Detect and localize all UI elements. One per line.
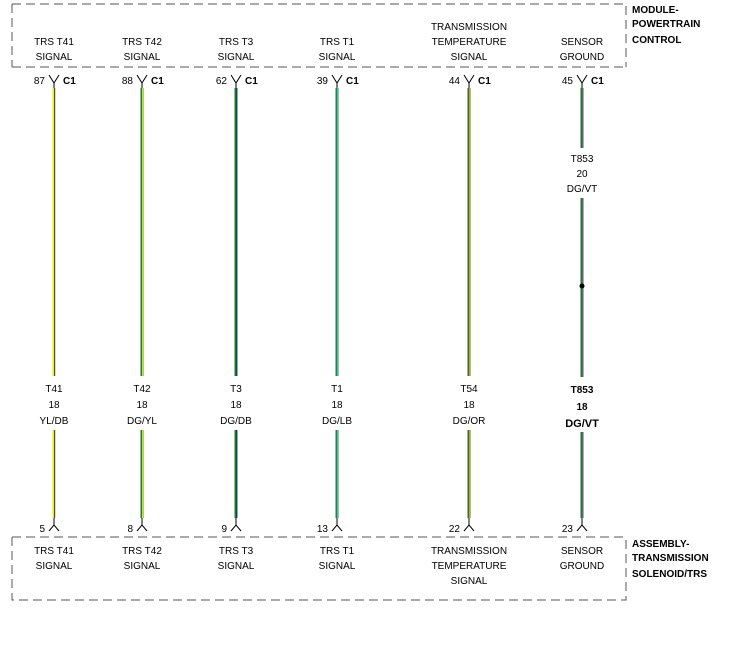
circuit-2-wire-circuit: T42	[133, 384, 151, 395]
circuit-6-top-pin: 45	[562, 76, 574, 87]
circuit-2-top-label-2: SIGNAL	[124, 52, 161, 63]
circuit-4-bottom-label-1: TRS T1	[320, 546, 355, 557]
circuit-6-upper-wire-color: DG/VT	[567, 184, 598, 195]
circuit-6-top-label-2: GROUND	[560, 52, 604, 63]
circuit-6-wire-circuit: T853	[571, 385, 594, 396]
circuit-5-top-label-2: TEMPERATURE	[432, 37, 507, 48]
circuit-3-top-label-2: SIGNAL	[218, 52, 255, 63]
circuit-1-top-label-1: TRS T41	[34, 37, 74, 48]
circuit-2-bottom-label-2: SIGNAL	[124, 561, 161, 572]
circuit-1-bottom-label-2: SIGNAL	[36, 561, 73, 572]
circuit-1-top-connector-icon	[48, 74, 60, 88]
circuit-3-top-label-1: TRS T3	[219, 37, 254, 48]
circuit-4-wire-circuit: T1	[331, 384, 343, 395]
bottom-module-border	[11, 536, 627, 601]
circuit-4-bottom-label-2: SIGNAL	[319, 561, 356, 572]
circuit-5-wire-color: DG/OR	[453, 416, 486, 427]
circuit-2-top-label-1: TRS T42	[122, 37, 162, 48]
circuit-1-top-label-2: SIGNAL	[36, 52, 73, 63]
circuit-6-bottom-pin: 23	[562, 524, 574, 535]
circuit-4-top-label-1: TRS T1	[320, 37, 355, 48]
bottom-module-title-line-2: TRANSMISSION	[632, 553, 709, 564]
circuit-6-top-connector-id: C1	[591, 76, 604, 87]
circuit-5-top-label-1: TRANSMISSION	[431, 22, 507, 33]
circuit-4-bottom-connector-icon	[331, 518, 343, 532]
circuit-4-wire-color: DG/LB	[322, 416, 352, 427]
circuit-1-bottom-pin: 5	[39, 524, 45, 535]
circuit-2-wire-gauge: 18	[136, 400, 148, 411]
circuit-3-top-connector-icon	[230, 74, 242, 88]
circuit-4-top-connector-icon	[331, 74, 343, 88]
circuit-1-top-pin: 87	[34, 76, 46, 87]
circuit-4-wire-gauge: 18	[331, 400, 343, 411]
circuit-1-bottom-connector-icon	[48, 518, 60, 532]
circuit-1-bottom-label-1: TRS T41	[34, 546, 74, 557]
circuit-2-wire-color: DG/YL	[127, 416, 157, 427]
circuit-5-wire-gauge: 18	[463, 400, 475, 411]
circuit-5-top-connector-id: C1	[478, 76, 491, 87]
circuit-4-top-pin: 39	[317, 76, 329, 87]
circuit-3-bottom-connector-icon	[230, 518, 242, 532]
circuit-2-top-connector-id: C1	[151, 76, 164, 87]
circuit-2-bottom-label-1: TRS T42	[122, 546, 162, 557]
circuit-6-bottom-label-1: SENSOR	[561, 546, 603, 557]
circuit-5-bottom-connector-icon	[463, 518, 475, 532]
circuit-5-top-label-3: SIGNAL	[451, 52, 488, 63]
circuit-5-top-connector-icon	[463, 74, 475, 88]
circuit-3-wire-color: DG/DB	[220, 416, 252, 427]
circuit-3-wire-gauge: 18	[230, 400, 242, 411]
circuit-3-bottom-label-2: SIGNAL	[218, 561, 255, 572]
circuits: TRS T41 SIGNAL 87 C1 5 TRS T41 SIGNAL T41 18 YL/D…	[34, 22, 604, 587]
top-module: MODULE- POWERTRAIN CONTROL	[11, 3, 700, 68]
bottom-module-title-line-1: ASSEMBLY-	[632, 539, 689, 550]
circuit-1-wire-circuit: T41	[45, 384, 63, 395]
circuit-2-bottom-connector-icon	[136, 518, 148, 532]
circuit-2-top-pin: 88	[122, 76, 134, 87]
top-module-title-line-2: POWERTRAIN	[632, 19, 700, 30]
circuit-6-upper-wire-gauge: 20	[576, 169, 588, 180]
bottom-module-title-line-3: SOLENOID/TRS	[632, 569, 707, 580]
circuit-1-top-connector-id: C1	[63, 76, 76, 87]
circuit-1-wire-gauge: 18	[48, 400, 60, 411]
circuit-6-wire-gauge: 18	[576, 402, 588, 413]
circuit-6-upper-wire-circuit: T853	[571, 154, 594, 165]
circuit-6-top-label-1: SENSOR	[561, 37, 603, 48]
circuit-4-top-connector-id: C1	[346, 76, 359, 87]
circuit-3-wire-circuit: T3	[230, 384, 242, 395]
circuit-4-top-label-2: SIGNAL	[319, 52, 356, 63]
circuit-3-top-connector-id: C1	[245, 76, 258, 87]
circuit-6-bottom-label-2: GROUND	[560, 561, 604, 572]
circuit-5-top-pin: 44	[449, 76, 461, 87]
circuit-3-top-pin: 62	[216, 76, 228, 87]
circuit-2-bottom-pin: 8	[127, 524, 133, 535]
bottom-module: ASSEMBLY- TRANSMISSION SOLENOID/TRS	[11, 536, 709, 601]
circuit-1-wire-color: YL/DB	[40, 416, 69, 427]
circuit-5-bottom-label-3: SIGNAL	[451, 576, 488, 587]
top-module-border	[11, 3, 627, 68]
circuit-6-bottom-connector-icon	[576, 518, 588, 532]
circuit-6-top-connector-icon	[576, 74, 588, 88]
circuit-5-bottom-label-2: TEMPERATURE	[432, 561, 507, 572]
circuit-3-bottom-pin: 9	[221, 524, 227, 535]
top-module-title-line-1: MODULE-	[632, 5, 679, 16]
circuit-3-bottom-label-1: TRS T3	[219, 546, 254, 557]
circuit-4-bottom-pin: 13	[317, 524, 329, 535]
circuit-5-wire-circuit: T54	[460, 384, 478, 395]
circuit-5-bottom-pin: 22	[449, 524, 461, 535]
circuit-6-wire-color: DG/VT	[565, 418, 599, 430]
circuit-6-splice-dot	[579, 283, 585, 289]
circuit-2-top-connector-icon	[136, 74, 148, 88]
top-module-title-line-3: CONTROL	[632, 35, 681, 46]
circuit-5-bottom-label-1: TRANSMISSION	[431, 546, 507, 557]
